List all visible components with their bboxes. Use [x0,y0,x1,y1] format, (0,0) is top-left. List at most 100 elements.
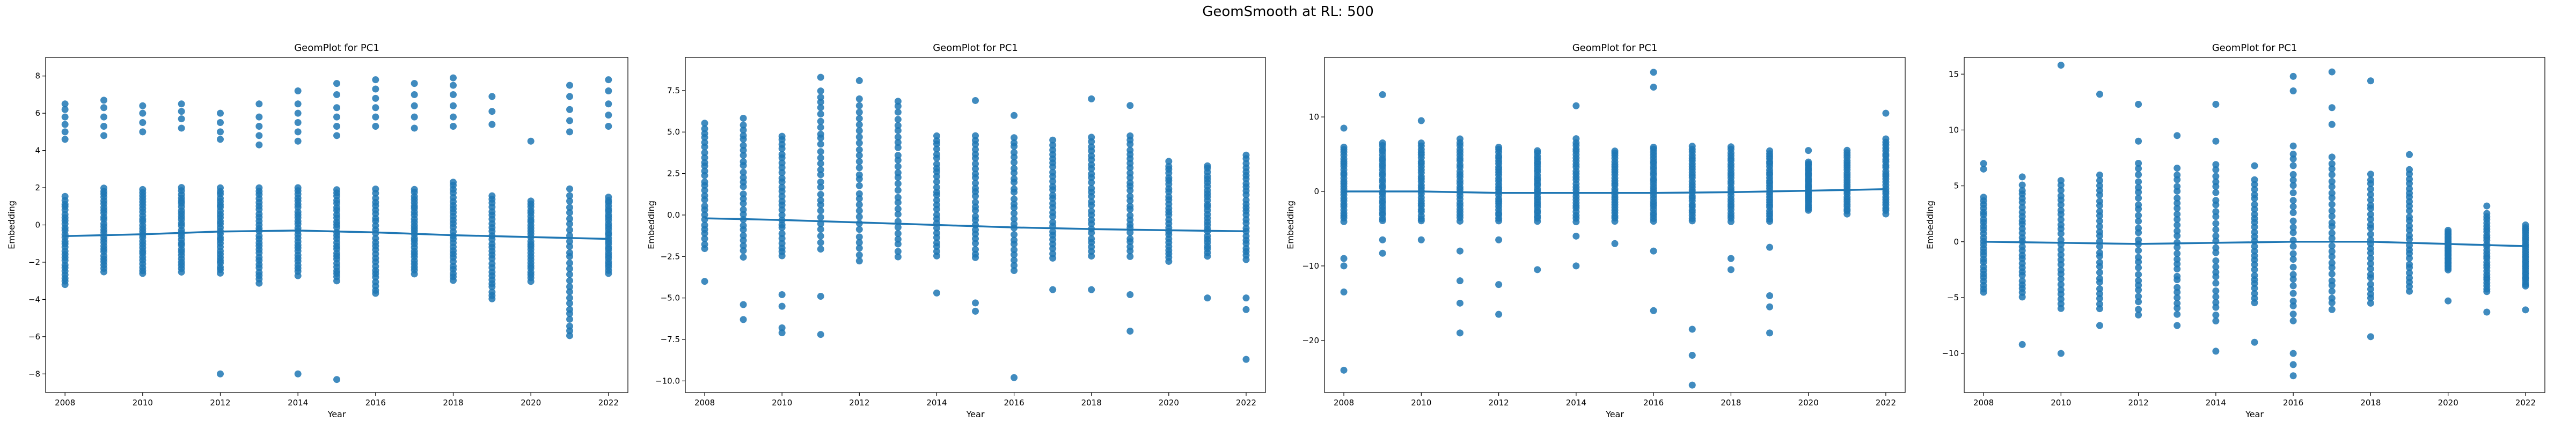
data-point [2289,350,2297,357]
data-point [2174,227,2181,235]
axes-frame [1964,57,2545,393]
data-point [2251,290,2258,297]
data-point [2096,290,2103,298]
data-point [1242,225,1250,232]
data-point [411,102,418,109]
data-point [255,184,263,191]
data-point [2328,153,2336,161]
data-point [488,121,496,128]
data-point [778,230,786,238]
y-tick-label: −7.5 [661,335,680,344]
data-point [1766,243,1774,251]
data-point [972,165,979,173]
data-point [2174,165,2181,172]
data-point [817,197,824,204]
data-point [1088,161,1095,168]
data-point [2096,258,2103,266]
x-tick-label: 2012 [210,398,230,408]
data-point [778,183,786,191]
smooth-line [704,217,1247,233]
data-point [778,235,786,242]
data-point [1049,191,1057,199]
data-point [1011,175,1018,182]
x-tick-label: 2020 [521,398,541,408]
data-point [1456,135,1463,143]
data-point [778,159,786,167]
data-point [817,213,824,221]
data-point [1340,255,1348,262]
data-point [2135,171,2142,179]
data-point [2174,210,2181,218]
x-tick-label: 2016 [2283,398,2303,408]
data-point [701,149,708,157]
data-point [2328,294,2336,302]
data-point [933,230,940,237]
data-point [2289,209,2297,217]
data-point [701,241,708,248]
data-point [139,128,147,136]
data-point [2251,201,2258,208]
data-point [139,109,147,117]
data-point [2289,150,2297,158]
data-point [2328,201,2336,208]
data-point [1011,210,1018,217]
data-point [894,199,902,206]
data-point [2289,361,2297,368]
panel-title: GeomPlot for PC1 [1572,42,1658,54]
data-point [2135,236,2142,243]
x-tick-label: 2018 [443,398,463,408]
data-point [1843,146,1851,154]
data-point [2328,212,2336,220]
data-point [2289,250,2297,257]
data-point [1766,147,1774,154]
data-point [855,164,863,172]
data-point [778,169,786,176]
data-point [61,193,69,200]
data-point [2174,310,2181,318]
data-point [2212,347,2220,355]
data-point [2212,299,2220,306]
data-point [255,141,263,149]
data-point [1650,144,1657,151]
data-point [488,289,496,296]
data-point [778,151,786,158]
data-point [566,82,573,89]
x-tick-label: 2016 [1643,398,1664,408]
data-point [2483,308,2491,316]
data-point [2096,182,2103,189]
data-point [972,146,979,153]
data-point [740,247,747,254]
data-point [855,190,863,197]
data-point [1534,266,1541,273]
data-point [855,102,863,109]
data-point [566,300,573,307]
data-point [61,100,69,108]
data-point [2251,228,2258,236]
data-point [2367,171,2374,178]
data-point [2289,372,2297,380]
data-point [778,291,786,298]
data-point [2212,257,2220,264]
data-point [740,158,747,166]
smooth-line [1984,241,2526,247]
data-point [1088,198,1095,205]
data-point [2289,229,2297,236]
data-point [740,152,747,159]
data-point [933,183,940,191]
data-point [2367,176,2374,184]
data-point [1340,289,1348,295]
data-point [2212,213,2220,220]
data-point [701,278,708,285]
data-point [2522,306,2529,314]
data-point [2135,286,2142,294]
data-point [2057,236,2065,243]
data-point [566,260,573,267]
data-point [2135,178,2142,186]
data-point [894,139,902,146]
data-point [294,128,302,136]
data-point [1049,146,1057,154]
data-point [1011,374,1018,381]
data-point [778,240,786,247]
data-point [817,154,824,161]
data-point [566,332,573,339]
